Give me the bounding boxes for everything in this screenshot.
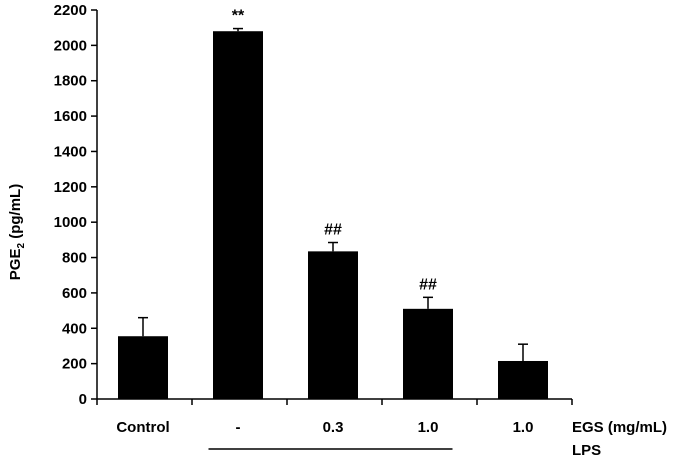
y-tick-label: 2200 <box>54 2 87 19</box>
y-axis-title-suffix: (pg/mL) <box>7 184 24 243</box>
y-tick-label: 1600 <box>54 108 87 125</box>
bar <box>308 251 358 399</box>
y-tick-label: 1400 <box>54 143 87 160</box>
y-tick-label: 600 <box>62 285 87 302</box>
bar <box>498 360 548 399</box>
y-tick-label: 1200 <box>54 179 87 196</box>
y-axis-title-text: PGE2 (pg/mL) <box>7 184 27 280</box>
y-axis-title: PGE2 (pg/mL) <box>7 184 27 280</box>
y-tick-label: 1800 <box>54 73 87 90</box>
bar <box>403 308 453 399</box>
x-side-label: EGS (mg/mL) <box>572 419 667 436</box>
y-tick-label: 2000 <box>54 37 87 54</box>
x-category-label: Control <box>116 419 169 436</box>
x-category-label: 0.3 <box>323 419 344 436</box>
y-tick-label: 0 <box>79 391 87 408</box>
bar <box>118 336 168 399</box>
bar <box>213 31 263 400</box>
significance-annotation: ## <box>419 276 437 293</box>
y-axis-title-prefix: PGE <box>7 249 24 281</box>
x-category-label: 1.0 <box>513 419 534 436</box>
y-axis-title-subscript: 2 <box>16 243 27 249</box>
y-tick-label: 200 <box>62 356 87 373</box>
y-tick-label: 1000 <box>54 214 87 231</box>
x-category-label: - <box>236 419 241 436</box>
x-category-label: 1.0 <box>418 419 439 436</box>
y-tick-label: 400 <box>62 320 87 337</box>
significance-annotation: ## <box>324 222 342 239</box>
group-label: LPS <box>572 442 601 457</box>
y-tick-label: 800 <box>62 250 87 267</box>
significance-annotation: ** <box>232 8 245 25</box>
